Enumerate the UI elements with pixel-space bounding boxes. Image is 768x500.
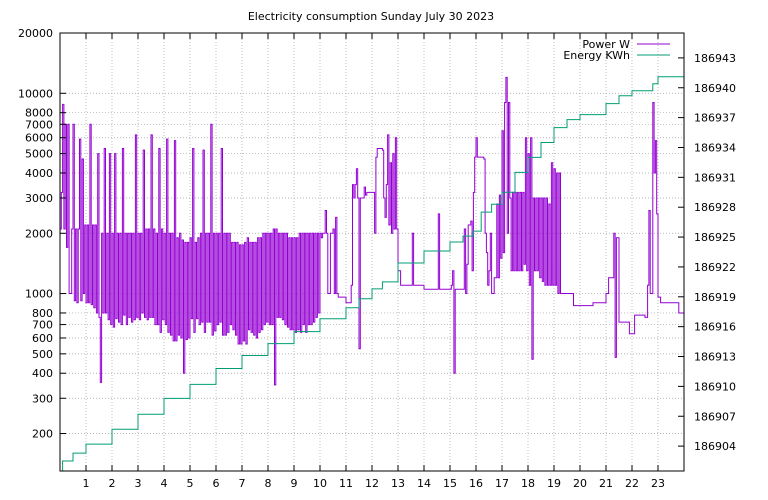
legend-label-energy: Energy KWh	[563, 49, 630, 62]
y-left-tick-label: 600	[32, 332, 53, 345]
power-series-line	[60, 76, 684, 386]
y-right-tick-label: 186919	[694, 291, 736, 304]
energy-series-line	[60, 67, 685, 472]
y-left-tick-label: 1000	[25, 288, 53, 301]
y-right-tick-label: 186940	[694, 82, 736, 95]
x-tick-label: 10	[313, 477, 327, 490]
x-tick-label: 2	[109, 477, 116, 490]
y-right-tick-label: 186910	[694, 380, 736, 393]
x-tick-label: 19	[547, 477, 561, 490]
x-tick-label: 4	[161, 477, 168, 490]
x-tick-label: 12	[365, 477, 379, 490]
y-left-tick-label: 10000	[18, 87, 53, 100]
y-left-tick-label: 20000	[18, 27, 53, 40]
y-left-tick-label: 800	[32, 307, 53, 320]
y-left-tick-label: 7000	[25, 118, 53, 131]
y-right-tick-label: 186925	[694, 231, 736, 244]
y-right-tick-label: 186913	[694, 351, 736, 364]
x-tick-label: 9	[291, 477, 298, 490]
y-left-tick-label: 5000	[25, 148, 53, 161]
y-left-tick-label: 400	[32, 367, 53, 380]
legend-label-power: Power W	[582, 38, 630, 51]
axes: 1 2 3 4 5 6 7 8 9 10 11 12 13 14 15 16 17 18 19 20 21 22 23200…	[18, 27, 736, 490]
y-right-tick-label: 186934	[694, 141, 736, 154]
y-left-tick-label: 2000	[25, 227, 53, 240]
x-tick-label: 23	[651, 477, 665, 490]
y-right-tick-label: 186937	[694, 112, 736, 125]
y-left-tick-label: 6000	[25, 132, 53, 145]
series-group	[60, 67, 685, 472]
x-tick-label: 21	[599, 477, 613, 490]
x-tick-label: 15	[443, 477, 457, 490]
y-left-tick-label: 300	[32, 392, 53, 405]
x-tick-label: 1	[83, 477, 90, 490]
y-left-tick-label: 8000	[25, 107, 53, 120]
chart-title: Electricity consumption Sunday July 30 2…	[248, 10, 494, 23]
legend: Power W Energy KWh	[563, 38, 670, 62]
y-right-tick-label: 186904	[694, 440, 736, 453]
x-tick-label: 8	[265, 477, 272, 490]
x-tick-label: 5	[187, 477, 194, 490]
x-tick-label: 7	[239, 477, 246, 490]
x-tick-label: 3	[135, 477, 142, 490]
y-left-tick-label: 200	[32, 428, 53, 441]
x-tick-label: 20	[573, 477, 587, 490]
y-right-tick-label: 186907	[694, 410, 736, 423]
y-left-tick-label: 3000	[25, 192, 53, 205]
x-tick-label: 17	[495, 477, 509, 490]
y-left-tick-label: 500	[32, 348, 53, 361]
y-right-tick-label: 186916	[694, 321, 736, 334]
x-tick-label: 22	[625, 477, 639, 490]
y-right-tick-label: 186943	[694, 52, 736, 65]
y-right-tick-label: 186931	[694, 171, 736, 184]
y-left-tick-label: 700	[32, 319, 53, 332]
x-tick-label: 14	[417, 477, 431, 490]
x-tick-label: 18	[521, 477, 535, 490]
x-tick-label: 13	[391, 477, 405, 490]
y-left-tick-label: 4000	[25, 167, 53, 180]
y-right-tick-label: 186922	[694, 261, 736, 274]
y-right-tick-label: 186928	[694, 201, 736, 214]
x-tick-label: 11	[339, 477, 353, 490]
x-tick-label: 6	[213, 477, 220, 490]
x-tick-label: 16	[469, 477, 483, 490]
